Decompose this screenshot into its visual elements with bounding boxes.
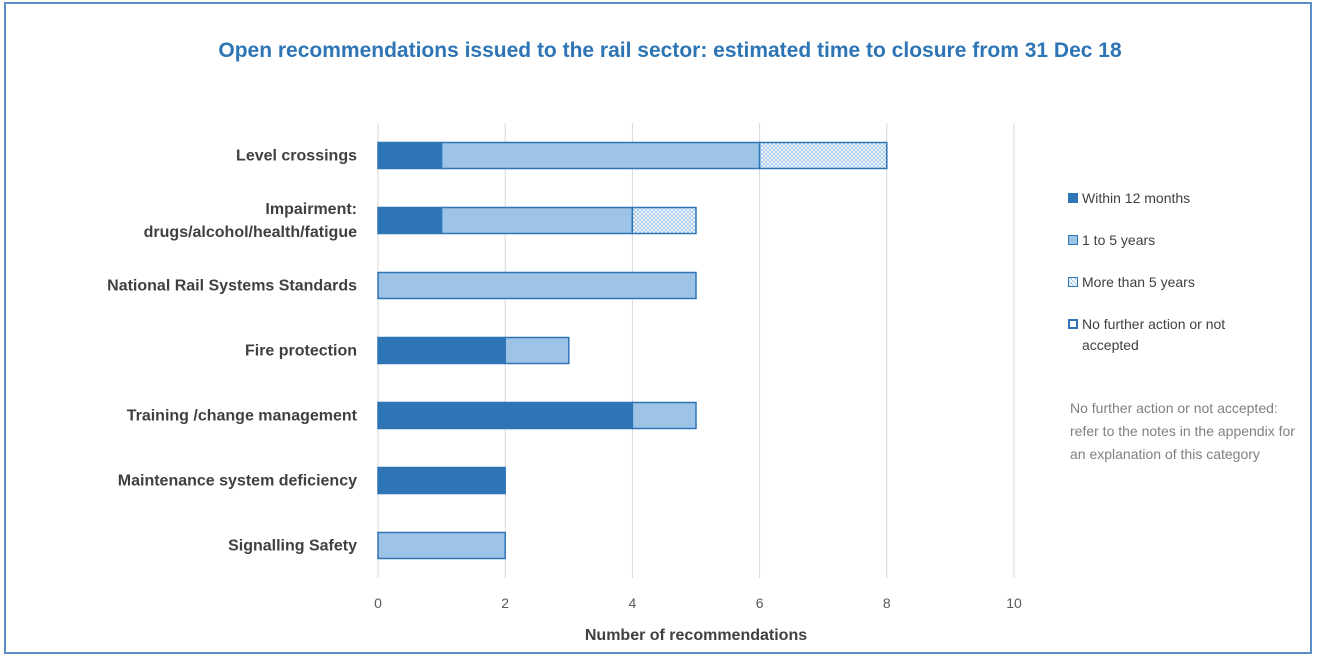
category-label-line: Maintenance system deficiency bbox=[118, 473, 357, 490]
category-label-line: Training /change management bbox=[127, 408, 358, 425]
category-note: No further action or not accepted: refer… bbox=[1070, 400, 1295, 462]
category-label-line: Impairment: bbox=[265, 201, 357, 218]
legend-item-within-12-months: Within 12 months bbox=[1068, 188, 1308, 209]
legend-label: More than 5 years bbox=[1082, 274, 1195, 290]
legend-swatch-more-than-5-years bbox=[1068, 277, 1078, 287]
bar-1-to-5-years bbox=[504, 336, 570, 365]
category-label-line: National Rail Systems Standards bbox=[107, 278, 357, 295]
bar-within-12-months bbox=[377, 401, 634, 430]
x-tick-labels: 0 2 4 6 8 10 bbox=[374, 595, 1022, 611]
legend-label: Within 12 months bbox=[1082, 190, 1191, 206]
x-tick-label: 4 bbox=[629, 595, 637, 611]
bar-1-to-5-years bbox=[377, 271, 697, 300]
legend-item-more-than-5-years: More than 5 years bbox=[1068, 272, 1308, 293]
x-tick-label: 8 bbox=[883, 595, 891, 611]
legend-label: No further action or not accepted bbox=[1082, 316, 1226, 353]
bar-1-to-5-years bbox=[377, 531, 506, 560]
category-label-line: Signalling Safety bbox=[228, 538, 357, 555]
category-label: Impairment: drugs/alcohol/health/fatigue bbox=[144, 201, 357, 241]
legend-label: 1 to 5 years bbox=[1082, 232, 1156, 248]
chart-title: Open recommendations issued to the rail … bbox=[218, 39, 1122, 62]
bar-within-12-months bbox=[377, 141, 443, 170]
legend-item-1-to-5-years: 1 to 5 years bbox=[1068, 230, 1308, 251]
category-label: Training /change management bbox=[127, 408, 358, 425]
category-label: Maintenance system deficiency bbox=[118, 473, 357, 490]
bar-within-12-months bbox=[377, 206, 443, 235]
bar-more-than-5-years bbox=[758, 141, 888, 170]
bar-within-12-months bbox=[377, 336, 506, 365]
x-tick-label: 0 bbox=[374, 595, 382, 611]
bar-1-to-5-years bbox=[631, 401, 697, 430]
chart-frame bbox=[4, 2, 1312, 654]
bar-more-than-5-years bbox=[631, 206, 697, 235]
bar-1-to-5-years bbox=[440, 206, 634, 235]
category-label-line: Level crossings bbox=[236, 148, 357, 165]
bar-1-to-5-years bbox=[440, 141, 761, 170]
legend-swatch-within-12-months bbox=[1068, 193, 1078, 203]
x-tick-label: 2 bbox=[501, 595, 509, 611]
legend: Within 12 months 1 to 5 years More than … bbox=[1068, 188, 1308, 377]
category-label: National Rail Systems Standards bbox=[107, 278, 357, 295]
x-tick-label: 6 bbox=[756, 595, 764, 611]
x-axis-title: Number of recommendations bbox=[585, 627, 807, 644]
x-tick-label: 10 bbox=[1006, 595, 1022, 611]
legend-swatch-1-to-5-years bbox=[1068, 235, 1078, 245]
category-label: Signalling Safety bbox=[228, 538, 357, 555]
category-label: Fire protection bbox=[245, 343, 357, 360]
bars bbox=[377, 141, 888, 560]
category-label-line: drugs/alcohol/health/fatigue bbox=[144, 224, 357, 241]
category-labels: Level crossings Impairment: drugs/alcohol/… bbox=[107, 148, 358, 555]
legend-swatch-no-further-action bbox=[1068, 319, 1078, 329]
bar-within-12-months bbox=[377, 466, 506, 495]
category-label-line: Fire protection bbox=[245, 343, 357, 360]
legend-item-no-further-action: No further action or not accepted bbox=[1068, 314, 1308, 356]
category-label: Level crossings bbox=[236, 148, 357, 165]
